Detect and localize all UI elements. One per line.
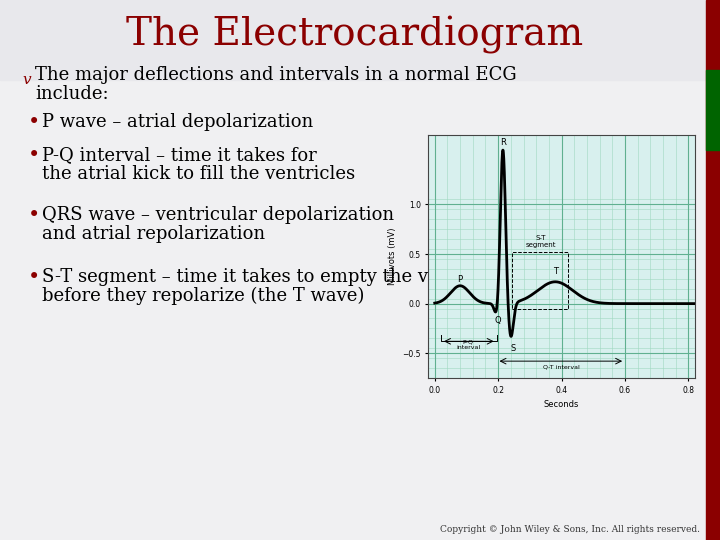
X-axis label: Seconds: Seconds xyxy=(544,400,580,409)
Text: P: P xyxy=(457,275,463,284)
Text: •: • xyxy=(28,205,40,225)
Bar xyxy=(0,0,720,80)
Text: The Electrocardiogram: The Electrocardiogram xyxy=(127,16,584,54)
Text: S: S xyxy=(510,344,516,353)
Text: and atrial repolarization: and atrial repolarization xyxy=(42,225,265,243)
Text: T: T xyxy=(553,267,558,276)
Text: the atrial kick to fill the ventricles: the atrial kick to fill the ventricles xyxy=(42,165,355,183)
Text: S-T
segment: S-T segment xyxy=(526,235,557,248)
Text: •: • xyxy=(28,112,40,132)
Bar xyxy=(706,0,720,540)
Y-axis label: Millivots (mV): Millivots (mV) xyxy=(387,228,397,285)
Text: Q-T interval: Q-T interval xyxy=(543,364,580,369)
Text: Q: Q xyxy=(494,316,501,326)
Text: QRS wave – ventricular depolarization: QRS wave – ventricular depolarization xyxy=(42,206,394,224)
Text: v: v xyxy=(22,73,31,87)
Text: S-T segment – time it takes to empty the ventricles: S-T segment – time it takes to empty the… xyxy=(42,268,508,286)
Text: •: • xyxy=(28,267,40,287)
Text: before they repolarize (the T wave): before they repolarize (the T wave) xyxy=(42,287,364,305)
Text: include:: include: xyxy=(35,85,109,103)
Text: P-Q interval – time it takes for: P-Q interval – time it takes for xyxy=(42,146,317,164)
Text: The major deflections and intervals in a normal ECG: The major deflections and intervals in a… xyxy=(35,66,517,84)
Text: Copyright © John Wiley & Sons, Inc. All rights reserved.: Copyright © John Wiley & Sons, Inc. All … xyxy=(440,525,700,535)
Text: •: • xyxy=(28,145,40,165)
Bar xyxy=(706,70,720,150)
Text: R: R xyxy=(500,138,506,147)
Text: P wave – atrial depolarization: P wave – atrial depolarization xyxy=(42,113,313,131)
Text: P-Q
interval: P-Q interval xyxy=(456,340,480,350)
